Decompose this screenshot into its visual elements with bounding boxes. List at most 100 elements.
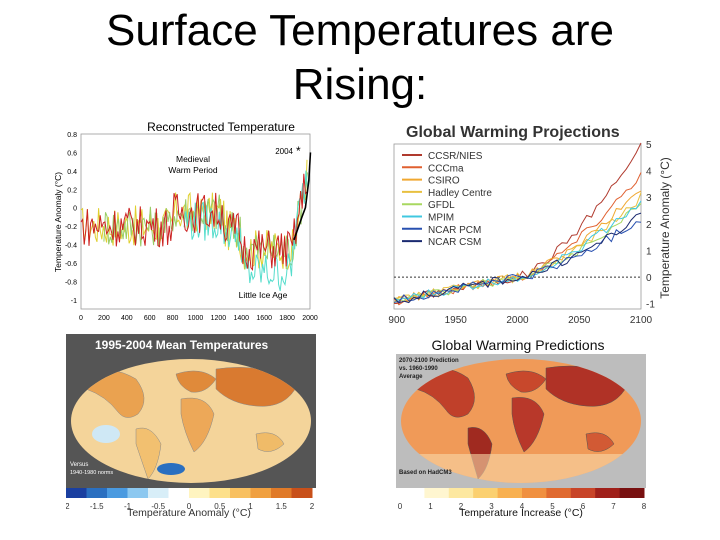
chart-title: Global Warming Projections <box>406 124 620 141</box>
warming-predictions-map: Global Warming Predictions 2070-2100 Pre… <box>396 337 647 519</box>
y-tick-label: -0.2 <box>65 224 77 231</box>
colorbar-swatch <box>230 488 251 498</box>
y-axis-label: Temperature Anomaly (°C) <box>55 172 63 272</box>
colorbar-swatch <box>570 488 596 498</box>
chart-title: Reconstructed Temperature <box>147 120 295 134</box>
colorbar-swatch <box>291 488 313 498</box>
colorbar-tick: 7 <box>611 502 616 511</box>
colorbar: -2 -1.5 -1 -0.5 0 0.5 1 1.5 2 <box>66 488 315 511</box>
y-tick-label: -0.6 <box>65 261 77 268</box>
x-tick-label: 2050 <box>568 315 591 326</box>
x-tick-label: 600 <box>144 315 156 322</box>
y-tick-label: 0 <box>73 206 77 213</box>
colorbar-swatch <box>400 488 425 498</box>
reconstruction-line <box>80 173 308 272</box>
projection-line <box>393 200 642 301</box>
annotation-warm-period: Warm Period <box>168 165 218 175</box>
colorbar-swatch <box>250 488 272 498</box>
colorbar-swatch <box>546 488 572 498</box>
y-tick-label: 3 <box>646 193 652 204</box>
colorbar-swatch <box>209 488 231 498</box>
annotation-2004: 2004 <box>275 147 293 156</box>
annotation-little-ice-age: Little Ice Age <box>239 290 288 300</box>
title-bar <box>66 334 316 354</box>
y-tick-label: 4 <box>646 167 652 178</box>
legend-label: CSIRO <box>428 176 460 187</box>
legend-label: Hadley Centre <box>428 188 492 199</box>
colorbar-tick: 5 <box>550 502 555 511</box>
x-tick-label: 2000 <box>302 315 318 322</box>
inset-versus: Versus <box>70 462 88 468</box>
colorbar-label: Temperature Anomaly (°C) <box>127 507 251 519</box>
colorbar-tick: 1 <box>248 502 253 511</box>
colorbar-label: Temperature Increase (°C) <box>459 507 583 519</box>
y-axis-ticks: 5 4 3 2 1 0 -1 <box>646 140 655 311</box>
y-tick-label: 5 <box>646 140 652 151</box>
colorbar-tick: 3 <box>489 502 494 511</box>
projection-line <box>393 203 642 304</box>
colorbar-swatch <box>497 488 523 498</box>
colorbar-tick: 4 <box>520 502 525 511</box>
reconstructed-temperature-chart: Reconstructed Temperature Temperature An… <box>55 120 318 322</box>
legend-label: NCAR PCM <box>428 225 481 236</box>
colorbar-tick: 8 <box>642 502 647 511</box>
projection-series <box>393 142 642 306</box>
colorbar-swatch <box>595 488 621 498</box>
x-tick-label: 1950 <box>445 315 468 326</box>
inset-line-2: vs. 1960-1990 <box>399 366 438 372</box>
colorbar-tick: 6 <box>581 502 586 511</box>
x-tick-label: 800 <box>167 315 179 322</box>
colorbar-tick: -2 <box>66 502 70 511</box>
inset-bottom: Based on HadCM3 <box>399 470 452 476</box>
colorbar-swatch <box>107 488 128 498</box>
colorbar-tick: 1.5 <box>276 502 288 511</box>
x-tick-label: 2000 <box>506 315 529 326</box>
projection-line <box>393 172 642 306</box>
x-tick-label: 0 <box>79 315 83 322</box>
reconstructed-temperature-panel: Reconstructed Temperature Temperature An… <box>55 118 325 328</box>
mean-temperatures-map: 1995-2004 Mean Temperatures Versus 1940-… <box>66 334 316 519</box>
colorbar-tick: -1.5 <box>90 502 104 511</box>
y-tick-label: -1 <box>646 300 655 311</box>
legend-label: GFDL <box>428 200 455 211</box>
colorbar-tick: 2 <box>310 502 315 511</box>
colorbar-swatch <box>424 488 450 498</box>
temperature-series <box>80 152 312 292</box>
continents <box>85 367 299 480</box>
colorbar-swatch <box>148 488 169 498</box>
colorbar-tick: -1 <box>124 502 132 511</box>
y-tick-label: 0.6 <box>67 150 77 157</box>
x-axis-ticks: 0 200 400 600 800 1000 1200 1400 1600 1800 2000 <box>79 315 318 322</box>
x-tick-label: 2100 <box>630 315 653 326</box>
mean-temperatures-panel: 1995-2004 Mean Temperatures Versus 1940-… <box>66 334 326 522</box>
colorbar-swatch <box>448 488 474 498</box>
colorbar: 0 1 2 3 4 5 6 7 8 <box>398 488 647 511</box>
y-tick-label: 2 <box>646 220 652 231</box>
y-tick-label: 0.8 <box>67 132 77 139</box>
legend-label: CCSR/NIES <box>428 151 483 162</box>
x-tick-label: 1000 <box>188 315 204 322</box>
slide-title-line-2: Rising: <box>292 60 428 109</box>
colorbar-tick: 1 <box>428 502 433 511</box>
y-tick-label: 0 <box>646 273 652 284</box>
colorbar-swatch <box>271 488 292 498</box>
warming-predictions-panel: Global Warming Predictions 2070-2100 Pre… <box>396 334 658 524</box>
colorbar-swatch <box>473 488 499 498</box>
projection-line <box>393 212 642 304</box>
inset-line-3: Average <box>399 374 423 380</box>
colorbar-swatch <box>522 488 547 498</box>
x-tick-label: 1800 <box>279 315 295 322</box>
y-axis-ticks: 0.8 0.6 0.4 0.2 0 -0.2 -0.4 -0.6 -0.8 -1 <box>65 132 77 305</box>
slide-title-line-1: Surface Temperatures are <box>106 6 614 55</box>
colorbar-tick: 0 <box>187 502 192 511</box>
colorbar-tick: 0 <box>398 502 403 511</box>
y-tick-label: -0.4 <box>65 243 77 250</box>
x-tick-label: 400 <box>121 315 133 322</box>
projections-chart: Global Warming Projections Temperature A… <box>388 124 672 326</box>
colorbar-swatch <box>619 488 645 498</box>
colorbar-tick: -0.5 <box>151 502 165 511</box>
y-tick-label: 0.4 <box>67 169 77 176</box>
